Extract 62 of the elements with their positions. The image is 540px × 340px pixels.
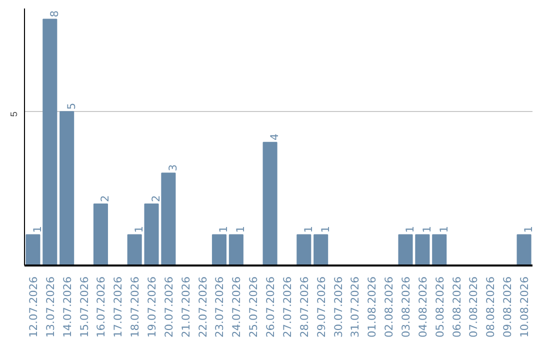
bar [42, 18, 58, 266]
x-tick-label: 26.07.2026 [264, 276, 278, 338]
x-tick-label: 06.08.2026 [450, 276, 464, 338]
x-tick-label: 05.08.2026 [433, 276, 446, 338]
data-label: 1 [318, 226, 332, 233]
data-label: 1 [420, 226, 434, 233]
bar [212, 234, 227, 266]
bar [93, 203, 108, 266]
bar [398, 234, 413, 266]
x-tick-label: 13.07.2026 [44, 276, 57, 338]
data-label: 1 [522, 226, 536, 233]
x-tick-label: 14.07.2026 [60, 276, 74, 338]
x-tick-label: 08.08.2026 [484, 276, 498, 338]
x-tick-label: 04.08.2026 [416, 276, 430, 338]
x-tick-label: 31.07.2026 [348, 276, 362, 338]
x-tick-label: 25.07.2026 [247, 276, 260, 338]
bar [262, 142, 278, 266]
data-label: 1 [302, 226, 315, 233]
x-tick-label: 19.07.2026 [146, 276, 158, 338]
bar [314, 234, 328, 266]
x-tick-label: 29.07.2026 [314, 276, 328, 338]
data-label: 2 [150, 195, 162, 202]
data-label: 2 [98, 195, 112, 202]
data-label: 1 [234, 226, 248, 233]
x-tick-label: 28.07.2026 [298, 276, 311, 338]
data-label: 1 [404, 226, 416, 233]
data-label: 1 [132, 226, 146, 233]
bar [415, 234, 430, 266]
x-tick-label: 21.07.2026 [179, 276, 192, 338]
x-tick-label: 09.08.2026 [501, 276, 514, 338]
x-tick-label: 12.07.2026 [26, 276, 40, 338]
x-tick-label: 17.07.2026 [112, 276, 125, 338]
data-label: 1 [30, 226, 44, 233]
bar [432, 234, 447, 266]
bar [144, 203, 159, 266]
data-label: 4 [268, 133, 282, 140]
x-tick-label: 02.08.2026 [382, 276, 396, 338]
bar [228, 234, 244, 266]
x-tick-label: 07.08.2026 [467, 276, 480, 338]
x-tick-label: 23.07.2026 [213, 276, 226, 338]
x-tick-label: 24.07.2026 [230, 276, 244, 338]
data-label: 1 [217, 226, 230, 233]
data-label: 5 [64, 102, 78, 110]
x-tick-label: 20.07.2026 [162, 276, 176, 338]
bar [296, 234, 312, 266]
x-tick-label: 27.07.2026 [280, 276, 294, 338]
x-tick-label: 01.08.2026 [366, 276, 379, 338]
x-tick-label: 16.07.2026 [94, 276, 108, 338]
data-label: 3 [166, 164, 180, 172]
x-tick-label: 10.08.2026 [518, 276, 532, 338]
x-tick-label: 15.07.2026 [78, 276, 91, 338]
bar [26, 234, 40, 266]
x-tick-label: 22.07.2026 [196, 276, 210, 338]
x-tick-label: 03.08.2026 [400, 276, 412, 338]
data-label: 8 [48, 10, 61, 18]
data-label: 1 [437, 226, 450, 233]
bar [161, 172, 176, 266]
x-tick-label: 30.07.2026 [332, 276, 345, 338]
x-tick-label: 18.07.2026 [128, 276, 142, 338]
bar [127, 234, 142, 266]
bar [60, 111, 74, 266]
bar [516, 234, 532, 266]
